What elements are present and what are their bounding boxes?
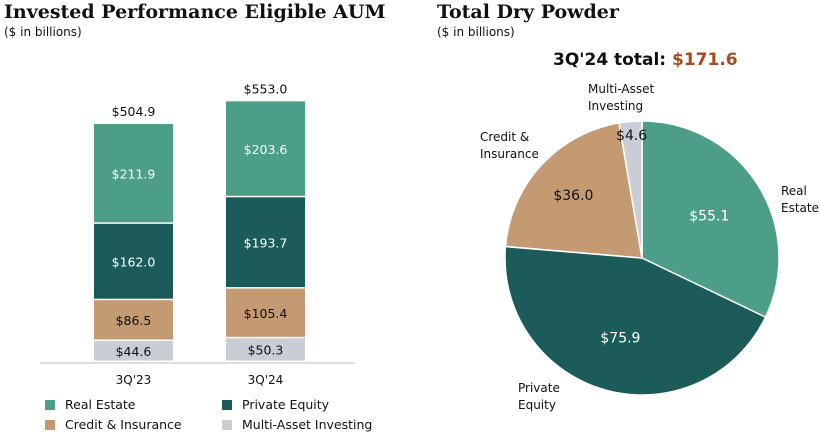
legend-item: Real Estate: [45, 397, 135, 412]
legend-swatch: [45, 399, 55, 410]
x-tick-label: 3Q'23: [116, 373, 152, 387]
bar-segment: [226, 338, 305, 361]
bar-segment: [226, 101, 305, 196]
pie-total: 3Q'24 total: $171.6: [553, 50, 738, 70]
pie-data-label: $75.9: [600, 330, 640, 346]
pie-chart-subtitle: ($ in billions): [437, 25, 515, 39]
pie-category-label: Multi-Asset: [588, 82, 654, 96]
legend-label: Private Equity: [242, 397, 330, 412]
bar-data-label: $162.0: [112, 255, 156, 270]
pie-slice: [641, 120, 780, 319]
pie-category-label: Estate: [781, 201, 819, 215]
bar-total-label: $553.0: [244, 81, 288, 96]
legend-item: Multi-Asset Investing: [222, 417, 372, 432]
pie-slice: [618, 120, 643, 259]
legend-label: Real Estate: [65, 397, 136, 412]
legend-label: Credit & Insurance: [65, 417, 182, 432]
x-tick-label: 3Q'24: [248, 373, 284, 387]
pie-chart-title: Total Dry Powder: [437, 1, 619, 23]
bar-data-label: $193.7: [244, 235, 288, 250]
pie-category-label: Equity: [518, 398, 556, 412]
legend-swatch: [45, 419, 55, 430]
bar-data-label: $86.5: [116, 313, 152, 328]
bar-data-label: $50.3: [248, 343, 284, 358]
bar-total-label: $504.9: [112, 104, 156, 119]
bar-segment: [94, 340, 173, 361]
pie-slice: [504, 122, 643, 259]
pie-data-label: $36.0: [553, 188, 593, 204]
bar-segment: [94, 123, 173, 223]
legend-item: Credit & Insurance: [45, 417, 182, 432]
bar-chart-subtitle: ($ in billions): [4, 25, 82, 39]
legend-item: Private Equity: [222, 397, 329, 412]
bar-segment: [94, 300, 173, 340]
bar-segment: [94, 223, 173, 299]
bar-data-label: $203.6: [244, 142, 288, 157]
pie-data-label: $55.1: [689, 209, 729, 225]
bar-data-label: $211.9: [112, 166, 156, 181]
bar-segment: [226, 197, 305, 288]
pie-category-label: Investing: [588, 99, 643, 113]
pie-total-label: 3Q'24 total:: [553, 50, 667, 70]
bar-data-label: $44.6: [116, 344, 152, 359]
bar-chart-title: Invested Performance Eligible AUM: [4, 1, 386, 23]
pie-data-label: $4.6: [616, 128, 647, 144]
pie-category-label: Private: [518, 381, 560, 395]
pie-category-label: Insurance: [480, 147, 539, 161]
pie-category-label: Credit &: [480, 130, 529, 144]
pie-total-value: $171.6: [672, 50, 738, 70]
bar-data-label: $105.4: [244, 306, 288, 321]
legend-swatch: [222, 399, 232, 410]
legend-label: Multi-Asset Investing: [242, 417, 373, 432]
bar-segment: [226, 288, 305, 337]
pie-slice: [504, 245, 767, 396]
pie-category-label: Real: [781, 184, 807, 198]
legend-swatch: [222, 419, 232, 430]
